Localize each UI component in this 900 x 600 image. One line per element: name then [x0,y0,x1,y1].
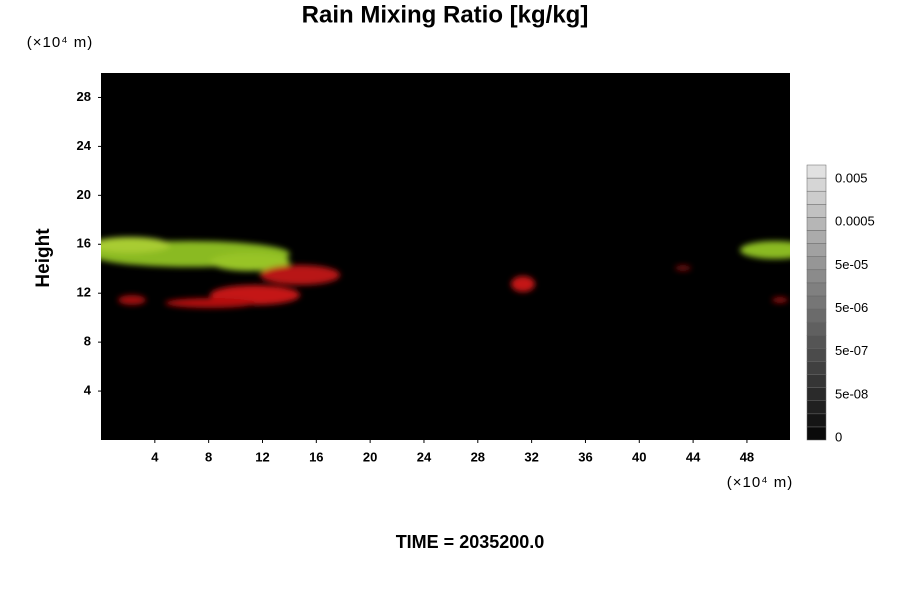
x-tick-label: 40 [632,449,646,464]
colorbar-tick-label: 5e-08 [835,386,868,401]
field-blob [165,298,255,308]
colorbar-level [806,321,827,336]
field-blob [740,241,790,259]
colorbar-level [806,295,827,310]
y-tick-label: 8 [84,334,91,349]
y-tick-label: 12 [77,285,91,300]
x-tick-label: 24 [417,449,432,464]
colorbar-level [806,190,827,205]
colorbar: 0 5e-08 5e-07 5e-06 5e-05 0.0005 0.005 [806,164,875,444]
x-tick-label: 32 [524,449,538,464]
y-unit: (×10⁴ m) [27,34,94,51]
x-tick-label: 48 [740,449,754,464]
y-tick-label: 20 [77,187,91,202]
colorbar-level [806,413,827,428]
x-tick-label: 16 [309,449,323,464]
colorbar-level [806,348,827,362]
x-tick-label: 8 [205,449,212,464]
field-blob [210,253,290,271]
colorbar-level [806,204,827,218]
colorbar-level [806,164,827,179]
colorbar-level [806,361,827,375]
y-axis-label: Height [33,228,54,288]
colorbar-level [806,230,827,244]
field-blob [675,265,691,271]
y-tick-label: 4 [84,383,92,398]
colorbar-level [806,400,827,415]
colorbar-tick-label: 5e-05 [835,257,868,272]
y-tick-label: 16 [77,236,91,251]
x-tick-label: 36 [578,449,592,464]
field-blob [772,297,788,303]
colorbar-level [806,282,827,297]
colorbar-level [806,269,827,284]
footer: TIME = 2035200.0 [396,532,545,552]
field-blob [511,276,535,292]
colorbar-level [806,374,827,388]
x-tick-label: 12 [255,449,269,464]
y-tick-label: 28 [77,89,91,104]
x-unit: (×10⁴ m) [727,474,794,491]
colorbar-tick-label: 5e-06 [835,300,868,315]
x-tick-label: 28 [471,449,485,464]
field-blob [101,237,170,253]
colorbar-level [806,308,827,323]
colorbar-level [806,177,827,192]
field-blob [260,265,340,285]
y-tick-label: 24 [77,138,92,153]
colorbar-tick-label: 5e-07 [835,343,868,358]
colorbar-tick-label: 0.005 [835,170,868,185]
colorbar-tick-label: 0 [835,429,842,444]
field-blob [118,295,146,305]
colorbar-level [806,217,827,231]
colorbar-level [806,387,827,401]
field [101,237,790,308]
x-tick-label: 4 [151,449,159,464]
colorbar-level [806,334,827,349]
colorbar-level [806,256,827,271]
colorbar-level [806,426,827,441]
chart-title: Rain Mixing Ratio [kg/kg] [302,1,589,28]
colorbar-level [806,243,827,257]
x-tick-label: 44 [686,449,701,464]
colorbar-tick-label: 0.0005 [835,214,875,229]
x-tick-label: 20 [363,449,377,464]
